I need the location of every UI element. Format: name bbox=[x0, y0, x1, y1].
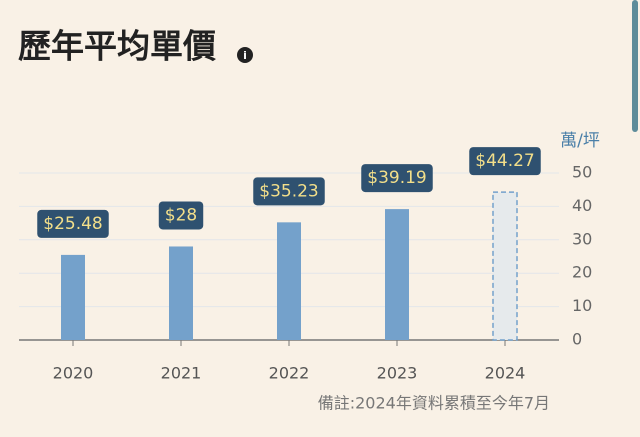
data-label: $28 bbox=[165, 205, 197, 225]
data-label-box bbox=[253, 177, 325, 206]
chart-title: 歷年平均單價 bbox=[18, 27, 216, 66]
data-label: $39.19 bbox=[367, 168, 426, 188]
y-tick-label: 0 bbox=[572, 330, 582, 349]
x-tick-label: 2022 bbox=[269, 364, 310, 383]
bar bbox=[492, 191, 518, 341]
data-label-box bbox=[158, 201, 204, 230]
data-label: $25.48 bbox=[43, 214, 102, 234]
info-icon[interactable]: i bbox=[237, 47, 253, 63]
y-tick-label: 30 bbox=[572, 229, 592, 248]
x-tick-label: 2020 bbox=[53, 364, 94, 383]
x-tick-label: 2024 bbox=[485, 364, 526, 383]
note: 備註:2024年資料累積至今年7月 bbox=[318, 394, 550, 413]
bar bbox=[61, 254, 85, 340]
scrollbar[interactable] bbox=[632, 0, 638, 132]
data-label: $44.27 bbox=[475, 151, 534, 171]
y-tick-label: 50 bbox=[572, 163, 592, 182]
bar bbox=[169, 246, 193, 340]
svg-text:i: i bbox=[243, 49, 247, 62]
y-tick-label: 40 bbox=[572, 196, 592, 215]
y-tick-label: 10 bbox=[572, 296, 592, 315]
y-axis-label: 萬/坪 bbox=[560, 131, 600, 151]
data-label-box bbox=[37, 209, 109, 238]
x-tick-label: 2023 bbox=[377, 364, 418, 383]
data-label-box bbox=[469, 147, 541, 176]
data-label-box bbox=[361, 164, 433, 193]
bar bbox=[385, 209, 409, 340]
bar bbox=[277, 222, 301, 340]
y-tick-label: 20 bbox=[572, 263, 592, 282]
x-tick-label: 2021 bbox=[161, 364, 202, 383]
data-label: $35.23 bbox=[259, 181, 318, 201]
